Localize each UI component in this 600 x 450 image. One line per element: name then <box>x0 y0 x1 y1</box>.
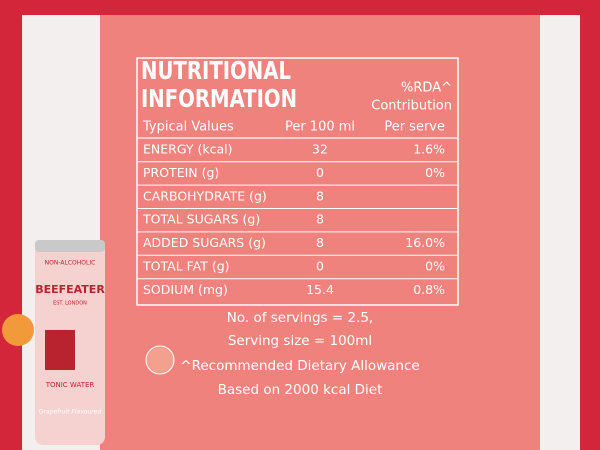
title: INFORMATION <box>141 84 297 113</box>
table-box <box>136 57 459 306</box>
fruit <box>2 314 34 346</box>
nutrient-name: TOTAL SUGARS (g) <box>142 212 260 227</box>
right-panel <box>540 15 580 450</box>
can-top <box>35 240 105 252</box>
footnote: ^Recommended Dietary Allowance <box>180 358 419 374</box>
pink-panel <box>100 15 540 450</box>
nutrient-name: PROTEIN (g) <box>143 165 219 180</box>
fruit <box>145 345 175 375</box>
cell-value: 0% <box>425 165 445 180</box>
footnote: Based on 2000 kcal Diet <box>218 382 383 398</box>
title: NUTRITIONAL <box>141 56 291 85</box>
column-header: Typical Values <box>142 120 234 135</box>
cell-value: 0.8% <box>413 282 445 297</box>
can-text: NON-ALCOHOLIC <box>45 260 96 267</box>
cell-value: 8 <box>316 212 324 227</box>
cell-value: 1.6% <box>413 142 445 157</box>
cell-value: 0 <box>316 165 324 180</box>
can-figure <box>45 330 75 370</box>
nutrient-name: CARBOHYDRATE (g) <box>143 188 267 203</box>
footnote: No. of servings = 2.5, <box>227 310 373 326</box>
cell-value: 32 <box>312 142 328 157</box>
cell-value: 0% <box>425 259 445 274</box>
column-header: Per serve <box>384 120 445 135</box>
nutrient-name: ENERGY (kcal) <box>143 142 233 157</box>
can-brand: BEEFEATER <box>35 283 105 296</box>
cell-value: 8 <box>316 188 324 203</box>
can-text: TONIC WATER <box>45 381 95 389</box>
cell-value: 8 <box>316 235 324 250</box>
cell-value: 0 <box>316 259 324 274</box>
can-text: EST. LONDON <box>53 301 87 307</box>
nutrient-name: SODIUM (mg) <box>143 282 228 297</box>
cell-value: 16.0% <box>405 235 445 250</box>
nutrient-name: ADDED SUGARS (g) <box>143 235 266 250</box>
rda-label: %RDA^ <box>401 81 452 96</box>
rda-label: Contribution <box>371 99 452 114</box>
can-text: Grapefruit Flavoured <box>39 409 102 416</box>
footnote: Serving size = 100ml <box>228 333 372 349</box>
nutrient-name: TOTAL FAT (g) <box>142 259 230 274</box>
column-header: Per 100 ml <box>285 120 355 135</box>
cell-value: 15.4 <box>306 282 334 297</box>
